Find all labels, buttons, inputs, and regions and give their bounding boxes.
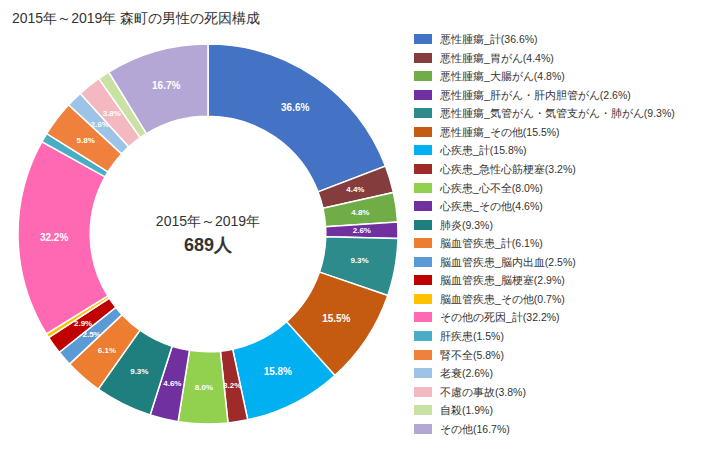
html-text:心疾患_心不全(8.0%): 心疾患_心不全(8.0%)	[440, 181, 543, 194]
svg-text:2.9%: 2.9%	[74, 319, 92, 328]
html-text:2015年～2019年: 2015年～2019年	[155, 213, 261, 229]
svg-text:15.5%: 15.5%	[322, 313, 350, 324]
svg-text:4.8%: 4.8%	[351, 208, 369, 217]
html-text:腎不全(5.8%): 腎不全(5.8%)	[440, 348, 504, 361]
html-text:その他(16.7%): その他(16.7%)	[440, 422, 510, 435]
svg-text:2.6%: 2.6%	[353, 226, 371, 235]
svg-text:4.6%: 4.6%	[163, 379, 181, 388]
html-text:老衰(2.6%): 老衰(2.6%)	[440, 367, 493, 380]
svg-text:9.3%: 9.3%	[130, 367, 148, 376]
html-text:その他の死因_計(32.2%): その他の死因_計(32.2%)	[440, 311, 560, 324]
html-text:脳血管疾患_計(6.1%): 脳血管疾患_計(6.1%)	[440, 237, 543, 250]
svg-text:9.3%: 9.3%	[350, 256, 368, 265]
svg-text:3.8%: 3.8%	[103, 109, 121, 118]
html-text:肝疾患(1.5%): 肝疾患(1.5%)	[440, 330, 504, 342]
svg-text:6.1%: 6.1%	[98, 346, 116, 355]
svg-text:8.0%: 8.0%	[195, 383, 213, 392]
svg-text:15.8%: 15.8%	[264, 366, 292, 377]
html-text:心疾患_急性心筋梗塞(3.2%): 心疾患_急性心筋梗塞(3.2%)	[440, 162, 576, 175]
svg-text:5.8%: 5.8%	[77, 136, 95, 145]
html-text:悪性腫瘍_胃がん(4.4%): 悪性腫瘍_胃がん(4.4%)	[440, 51, 554, 64]
html-text:不慮の事故(3.8%): 不慮の事故(3.8%)	[440, 385, 526, 398]
svg-text:4.4%: 4.4%	[346, 185, 364, 194]
svg-text:36.6%: 36.6%	[281, 102, 309, 113]
html-text:悪性腫瘍_計(36.6%): 悪性腫瘍_計(36.6%)	[440, 33, 538, 45]
html-text:肺炎(9.3%): 肺炎(9.3%)	[440, 218, 493, 231]
html-text:悪性腫瘍_肝がん・肝内胆管がん(2.6%): 悪性腫瘍_肝がん・肝内胆管がん(2.6%)	[440, 88, 631, 101]
html-text:心疾患_その他(4.6%): 心疾患_その他(4.6%)	[440, 200, 543, 213]
svg-text:2.6%: 2.6%	[91, 120, 109, 129]
html-text:脳血管疾患_その他(0.7%): 脳血管疾患_その他(0.7%)	[440, 292, 565, 305]
html-text:脳血管疾患_脳梗塞(2.9%): 脳血管疾患_脳梗塞(2.9%)	[440, 274, 565, 287]
html-text:2015年～2019年 森町の男性の死因構成: 2015年～2019年 森町の男性の死因構成	[12, 10, 261, 26]
html-text:脳血管疾患_脳内出血(2.5%): 脳血管疾患_脳内出血(2.5%)	[440, 255, 576, 268]
html-text:心疾患_計(15.8%): 心疾患_計(15.8%)	[440, 144, 527, 157]
svg-text:16.7%: 16.7%	[152, 80, 180, 91]
html-text:悪性腫瘍_気管がん・気管支がん・肺がん(9.3%): 悪性腫瘍_気管がん・気管支がん・肺がん(9.3%)	[440, 107, 675, 120]
svg-text:2.5%: 2.5%	[82, 330, 100, 339]
html-text:689人: 689人	[184, 235, 232, 255]
svg-text:32.2%: 32.2%	[40, 232, 68, 243]
svg-text:3.2%: 3.2%	[223, 381, 241, 390]
html-text:悪性腫瘍_大腸がん(4.8%): 悪性腫瘍_大腸がん(4.8%)	[440, 70, 565, 83]
html-text:自殺(1.9%): 自殺(1.9%)	[440, 404, 493, 417]
html-text:悪性腫瘍_その他(15.5%): 悪性腫瘍_その他(15.5%)	[440, 125, 560, 138]
